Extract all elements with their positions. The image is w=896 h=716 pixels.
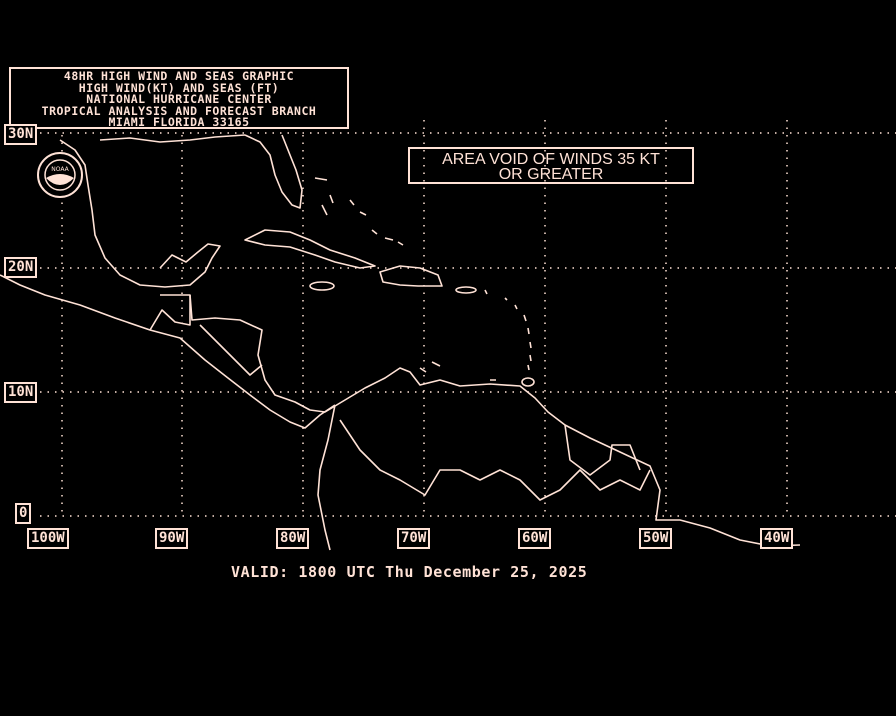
trinidad (521, 377, 535, 387)
title-line: 48HR HIGH WIND AND SEAS GRAPHIC (63, 69, 295, 83)
annotation-line: OR GREATER (498, 166, 604, 183)
lat-label-20n: 20N (4, 257, 38, 278)
title-line: MIAMI FLORIDA 33165 (108, 115, 250, 129)
puerto-rico (455, 286, 477, 294)
lon-label-50w: 50W (639, 528, 673, 549)
void-winds-annotation: AREA VOID OF WINDS 35 KT OR GREATER (408, 147, 694, 184)
lon-label-70w: 70W (397, 528, 431, 549)
lat-label-30n: 30N (4, 124, 38, 145)
title-line: NATIONAL HURRICANE CENTER (86, 92, 272, 106)
us-gulf-coast (99, 134, 246, 143)
lat-label-10n: 10N (4, 382, 38, 403)
central-america-caribbean (189, 294, 801, 547)
title-block: 48HR HIGH WIND AND SEAS GRAPHIC HIGH WIN… (9, 67, 349, 129)
borders-south-america (339, 419, 651, 501)
gulf-coast (59, 139, 221, 288)
noaa-logo-icon: NOAA (37, 152, 83, 198)
borders-central-america (199, 324, 263, 376)
border-mexico-guatemala (149, 294, 191, 331)
hispaniola (379, 265, 443, 287)
lesser-antilles (314, 177, 532, 381)
lon-label-90w: 90W (155, 528, 189, 549)
lon-label-60w: 60W (518, 528, 552, 549)
annotation-line: AREA VOID OF WINDS 35 KT (442, 151, 660, 168)
noaa-logo-text: NOAA (51, 166, 69, 173)
title-line: HIGH WIND(KT) AND SEAS (FT) (78, 80, 280, 95)
lon-label-80w: 80W (276, 528, 310, 549)
lat-label-0: 0 (15, 503, 32, 524)
valid-time: VALID: 1800 UTC Thu December 25, 2025 (231, 563, 588, 581)
cuba (244, 229, 376, 269)
lon-label-40w: 40W (760, 528, 794, 549)
central-america-pacific (0, 274, 336, 429)
south-america-west (317, 404, 336, 551)
title-line: TROPICAL ANALYSIS AND FORECAST BRANCH (41, 103, 317, 118)
florida (244, 134, 303, 209)
coastlines (0, 134, 801, 551)
lon-label-100w: 100W (27, 528, 69, 549)
jamaica (309, 281, 335, 291)
lat-lon-grid (40, 120, 896, 517)
border-guyana (564, 424, 641, 476)
